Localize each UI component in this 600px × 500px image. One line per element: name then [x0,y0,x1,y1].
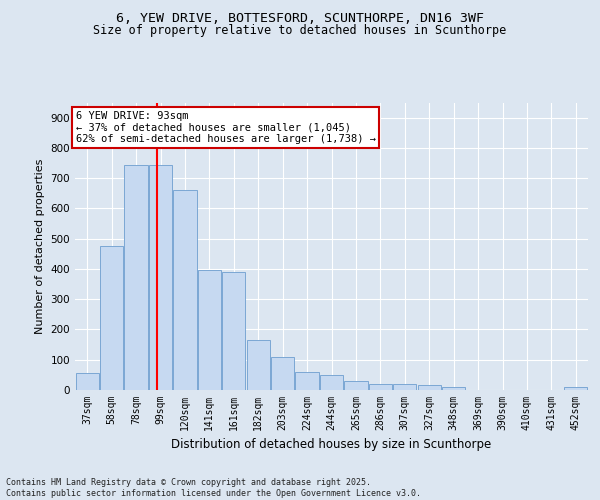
Bar [76,374,99,390]
X-axis label: Distribution of detached houses by size in Scunthorpe: Distribution of detached houses by size … [172,438,491,452]
Bar [271,356,294,390]
Bar [393,384,416,390]
Text: Contains HM Land Registry data © Crown copyright and database right 2025.
Contai: Contains HM Land Registry data © Crown c… [6,478,421,498]
Y-axis label: Number of detached properties: Number of detached properties [35,158,45,334]
Text: Size of property relative to detached houses in Scunthorpe: Size of property relative to detached ho… [94,24,506,37]
Text: 6 YEW DRIVE: 93sqm
← 37% of detached houses are smaller (1,045)
62% of semi-deta: 6 YEW DRIVE: 93sqm ← 37% of detached hou… [76,111,376,144]
Bar [344,381,368,390]
Bar [295,372,319,390]
Bar [198,270,221,390]
Bar [442,387,465,390]
Bar [369,384,392,390]
Bar [418,386,441,390]
Bar [100,246,123,390]
Bar [124,164,148,390]
Bar [149,164,172,390]
Bar [247,340,270,390]
Bar [222,272,245,390]
Bar [564,387,587,390]
Bar [320,375,343,390]
Text: 6, YEW DRIVE, BOTTESFORD, SCUNTHORPE, DN16 3WF: 6, YEW DRIVE, BOTTESFORD, SCUNTHORPE, DN… [116,12,484,26]
Bar [173,190,197,390]
